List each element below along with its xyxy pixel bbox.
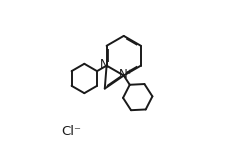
Text: N⁺: N⁺ — [119, 68, 134, 81]
Text: N: N — [99, 58, 108, 72]
Text: Cl⁻: Cl⁻ — [61, 125, 81, 138]
